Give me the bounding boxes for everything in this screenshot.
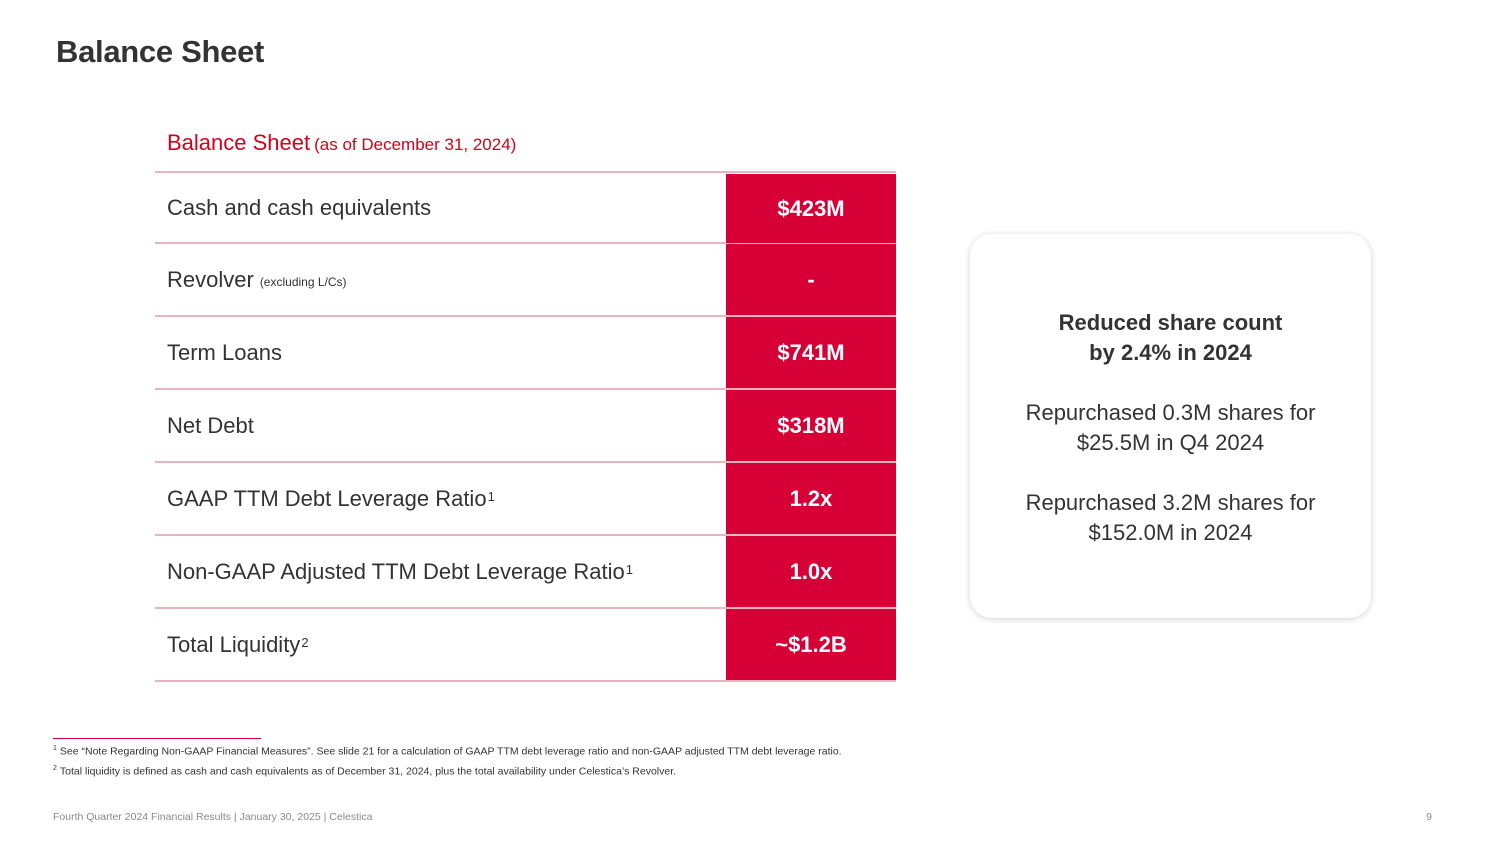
row-label: Total Liquidity 2 bbox=[167, 609, 309, 680]
footnote-divider bbox=[53, 738, 261, 739]
callout-paragraph: Repurchased 3.2M shares for $152.0M in 2… bbox=[970, 488, 1371, 548]
row-label-text: Non-GAAP Adjusted TTM Debt Leverage Rati… bbox=[167, 558, 625, 584]
callout-headline: Reduced share count by 2.4% in 2024 bbox=[970, 308, 1371, 368]
footnote-text: See “Note Regarding Non-GAAP Financial M… bbox=[59, 745, 842, 758]
page-title: Balance Sheet bbox=[56, 34, 265, 69]
callout-line: Repurchased 0.3M shares for bbox=[1025, 400, 1316, 425]
table-title: Balance Sheet (as of December 31, 2024) bbox=[167, 130, 516, 156]
footnote: 2 Total liquidity is defined as cash and … bbox=[53, 765, 676, 778]
table-row: Net Debt $318M bbox=[155, 390, 896, 463]
page-footer: Fourth Quarter 2024 Financial Results | … bbox=[53, 811, 373, 823]
table-row: Cash and cash equivalents $423M bbox=[155, 171, 896, 244]
row-value: $741M bbox=[726, 317, 896, 388]
row-label-text: Revolver bbox=[167, 266, 254, 292]
row-value: - bbox=[726, 244, 896, 315]
table-row: Total Liquidity 2 ~$1.2B bbox=[155, 609, 896, 682]
row-value: $318M bbox=[726, 390, 896, 461]
footnote-marker: 1 bbox=[53, 745, 57, 752]
callout-line: $25.5M in Q4 2024 bbox=[1076, 430, 1265, 455]
footnote: 1 See “Note Regarding Non-GAAP Financial … bbox=[53, 745, 842, 758]
row-label-text: Term Loans bbox=[167, 339, 282, 365]
row-label: GAAP TTM Debt Leverage Ratio 1 bbox=[167, 463, 495, 534]
footnote-marker: 2 bbox=[53, 765, 57, 772]
table-row: GAAP TTM Debt Leverage Ratio 1 1.2x bbox=[155, 463, 896, 536]
callout-line: Repurchased 3.2M shares for bbox=[1025, 490, 1316, 515]
callout-headline-line: Reduced share count bbox=[1058, 310, 1283, 335]
table-row: Revolver (excluding L/Cs) - bbox=[155, 244, 896, 317]
row-value: 1.0x bbox=[726, 536, 896, 607]
row-label-text: Total Liquidity bbox=[167, 631, 301, 657]
table-title-main: Balance Sheet bbox=[167, 130, 311, 155]
table-title-date: (as of December 31, 2024) bbox=[314, 135, 517, 154]
row-label: Non-GAAP Adjusted TTM Debt Leverage Rati… bbox=[167, 536, 633, 607]
footnote-marker: 1 bbox=[487, 489, 495, 504]
row-value: $423M bbox=[726, 174, 896, 243]
callout-line: $152.0M in 2024 bbox=[1088, 520, 1253, 545]
balance-sheet-table: Cash and cash equivalents $423M Revolver… bbox=[155, 171, 896, 682]
callout-headline-line: by 2.4% in 2024 bbox=[1089, 340, 1252, 365]
row-label-text: GAAP TTM Debt Leverage Ratio bbox=[167, 485, 487, 511]
row-label: Term Loans bbox=[167, 317, 282, 388]
row-label-text: Cash and cash equivalents bbox=[167, 194, 432, 220]
page-number: 9 bbox=[1426, 811, 1432, 823]
row-label-text: Net Debt bbox=[167, 412, 254, 438]
footnote-marker: 1 bbox=[625, 562, 633, 577]
row-label: Cash and cash equivalents bbox=[167, 173, 431, 242]
row-label: Net Debt bbox=[167, 390, 254, 461]
table-row: Non-GAAP Adjusted TTM Debt Leverage Rati… bbox=[155, 536, 896, 609]
share-repurchase-callout: Reduced share count by 2.4% in 2024 Repu… bbox=[970, 234, 1371, 618]
row-value: 1.2x bbox=[726, 463, 896, 534]
row-value: ~$1.2B bbox=[726, 609, 896, 680]
row-label-note: (excluding L/Cs) bbox=[259, 275, 347, 289]
footnote-marker: 2 bbox=[301, 635, 309, 650]
table-row: Term Loans $741M bbox=[155, 317, 896, 390]
footnote-text: Total liquidity is defined as cash and c… bbox=[59, 765, 677, 778]
callout-paragraph: Repurchased 0.3M shares for $25.5M in Q4… bbox=[970, 398, 1371, 458]
row-label: Revolver (excluding L/Cs) bbox=[167, 244, 347, 315]
